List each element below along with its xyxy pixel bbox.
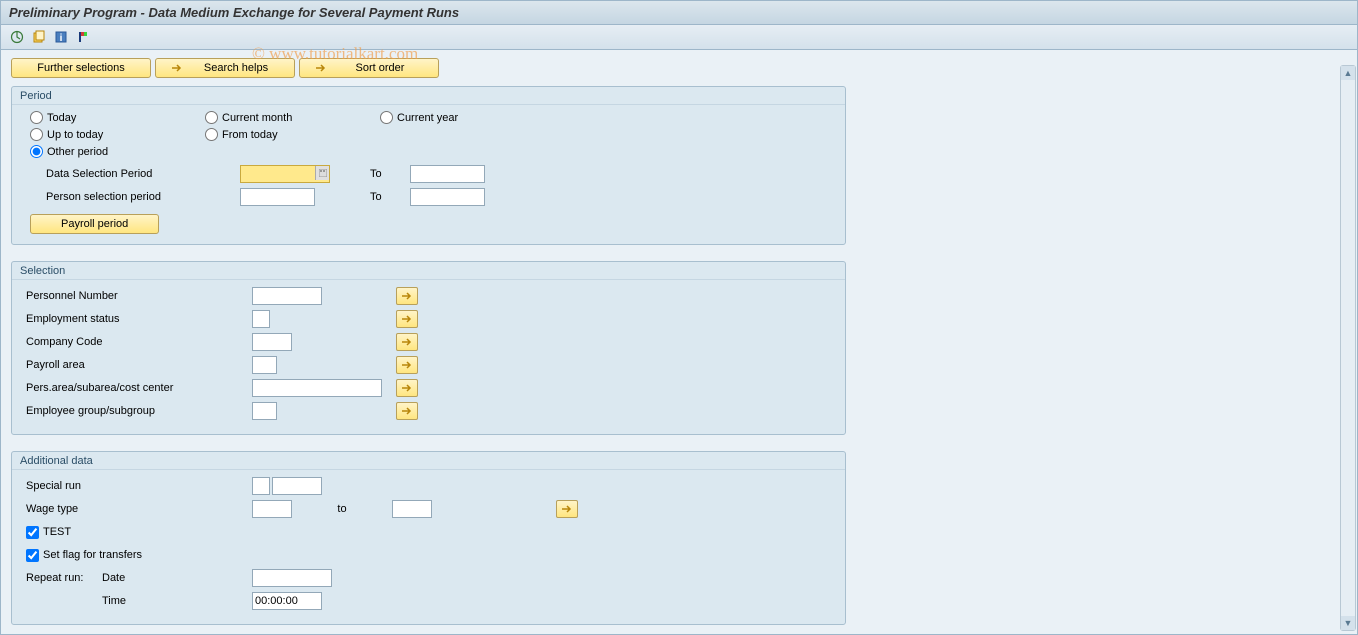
execute-icon[interactable] [9, 29, 25, 45]
data-selection-to-input[interactable] [410, 165, 485, 183]
info-icon[interactable]: i [53, 29, 69, 45]
to-label-1: To [370, 168, 410, 180]
radio-from-today-label: From today [222, 129, 278, 141]
multi-select-button[interactable] [396, 379, 418, 397]
wage-type-to-input[interactable] [392, 500, 432, 518]
repeat-date-input[interactable] [252, 569, 332, 587]
wage-type-from-input[interactable] [252, 500, 292, 518]
radio-current-month-label: Current month [222, 112, 292, 124]
svg-text:i: i [60, 33, 63, 44]
employment-status-input[interactable] [252, 310, 270, 328]
repeat-run-label: Repeat run: [22, 572, 102, 584]
scroll-down-icon[interactable]: ▼ [1341, 616, 1355, 630]
vertical-scrollbar[interactable]: ▲ ▼ [1340, 65, 1356, 631]
multi-select-button[interactable] [396, 402, 418, 420]
search-helps-button[interactable]: Search helps [155, 58, 295, 78]
multi-select-button[interactable] [396, 333, 418, 351]
radio-today[interactable]: Today [30, 111, 205, 124]
personnel-number-label: Personnel Number [22, 290, 252, 302]
radio-today-label: Today [47, 112, 76, 124]
search-helps-label: Search helps [192, 62, 280, 74]
selection-group-title: Selection [12, 262, 845, 280]
further-selections-label: Further selections [37, 62, 124, 74]
repeat-time-input[interactable] [252, 592, 322, 610]
radio-from-today[interactable]: From today [205, 128, 380, 141]
wage-type-label: Wage type [22, 503, 252, 515]
radio-current-year-label: Current year [397, 112, 458, 124]
period-group-title: Period [12, 87, 845, 105]
period-group: Period Today Current month Current year … [11, 86, 846, 245]
additional-data-title: Additional data [12, 452, 845, 470]
variant-icon[interactable] [31, 29, 47, 45]
payroll-area-input[interactable] [252, 356, 277, 374]
selection-buttons-row: Further selections Search helps Sort ord… [11, 58, 1351, 78]
search-help-icon[interactable] [315, 166, 329, 180]
radio-other-period[interactable]: Other period [30, 145, 205, 158]
payroll-period-button[interactable]: Payroll period [30, 214, 159, 234]
person-selection-period-label: Person selection period [30, 191, 240, 203]
multi-select-button[interactable] [556, 500, 578, 518]
person-selection-to-input[interactable] [410, 188, 485, 206]
radio-current-year[interactable]: Current year [380, 111, 555, 124]
sort-order-label: Sort order [336, 62, 424, 74]
multi-select-button[interactable] [396, 287, 418, 305]
date-label: Date [102, 572, 252, 584]
pers-area-label: Pers.area/subarea/cost center [22, 382, 252, 394]
sort-order-button[interactable]: Sort order [299, 58, 439, 78]
scroll-up-icon[interactable]: ▲ [1341, 66, 1355, 80]
set-flag-checkbox[interactable] [26, 549, 39, 562]
person-selection-from-input[interactable] [240, 188, 315, 206]
pers-area-input[interactable] [252, 379, 382, 397]
to-label-2: To [370, 191, 410, 203]
window-title: Preliminary Program - Data Medium Exchan… [0, 0, 1358, 25]
wage-type-to-label: to [292, 503, 392, 515]
arrow-right-icon [170, 62, 184, 74]
test-label: TEST [43, 526, 71, 538]
set-flag-label: Set flag for transfers [43, 549, 142, 561]
radio-other-period-label: Other period [47, 146, 108, 158]
employee-group-label: Employee group/subgroup [22, 405, 252, 417]
company-code-label: Company Code [22, 336, 252, 348]
radio-up-to-today-label: Up to today [47, 129, 103, 141]
test-checkbox[interactable] [26, 526, 39, 539]
special-run-label: Special run [22, 480, 252, 492]
employment-status-label: Employment status [22, 313, 252, 325]
selection-group: Selection Personnel Number Employment st… [11, 261, 846, 435]
further-selections-button[interactable]: Further selections [11, 58, 151, 78]
multi-select-button[interactable] [396, 310, 418, 328]
additional-data-group: Additional data Special run Wage type to… [11, 451, 846, 625]
employee-group-input[interactable] [252, 402, 277, 420]
radio-current-month[interactable]: Current month [205, 111, 380, 124]
company-code-input[interactable] [252, 333, 292, 351]
flag-icon[interactable] [75, 29, 91, 45]
special-run-input-1[interactable] [252, 477, 270, 495]
radio-up-to-today[interactable]: Up to today [30, 128, 205, 141]
multi-select-button[interactable] [396, 356, 418, 374]
special-run-input-2[interactable] [272, 477, 322, 495]
time-label: Time [102, 595, 252, 607]
personnel-number-input[interactable] [252, 287, 322, 305]
payroll-area-label: Payroll area [22, 359, 252, 371]
app-toolbar: i [0, 25, 1358, 50]
data-selection-period-label: Data Selection Period [30, 168, 240, 180]
main-content: Further selections Search helps Sort ord… [0, 50, 1358, 635]
arrow-right-icon [314, 62, 328, 74]
